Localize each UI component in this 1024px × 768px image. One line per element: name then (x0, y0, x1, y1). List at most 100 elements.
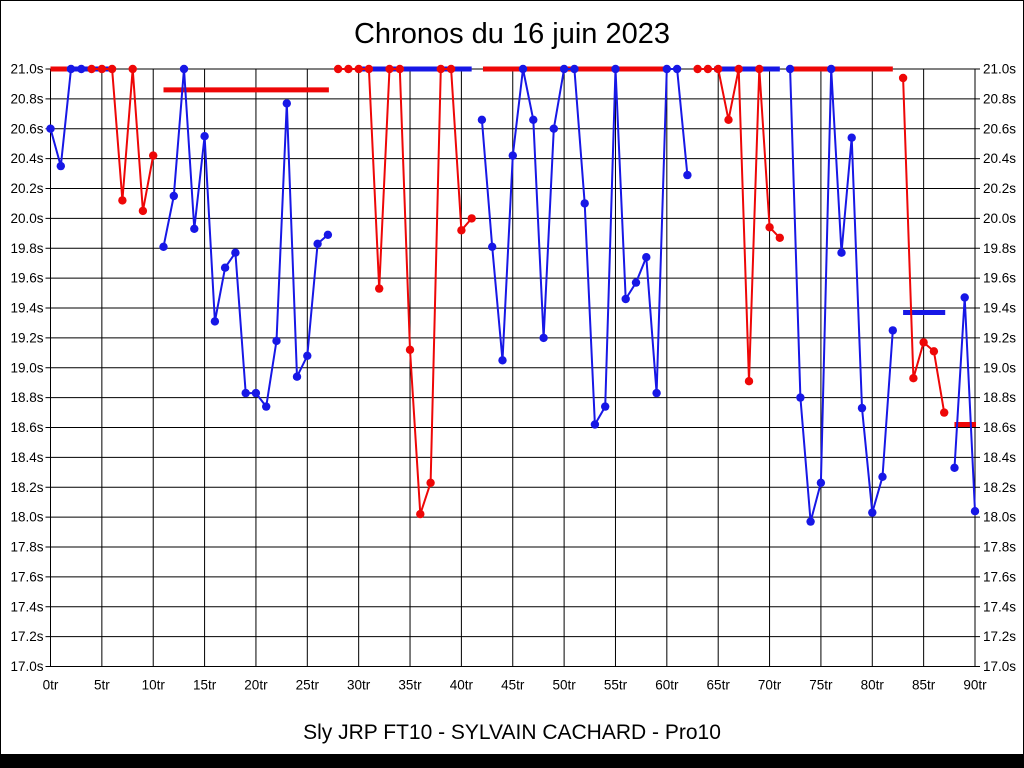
blue-driver-point (642, 253, 651, 262)
blue-driver-point (292, 372, 302, 381)
red-driver-point (940, 408, 949, 417)
blue-driver-point (179, 64, 189, 74)
y-axis-label-left: 17.8s (10, 540, 43, 555)
blue-driver-point (77, 64, 86, 74)
red-driver-point (436, 64, 445, 74)
x-axis-label: 60tr (655, 678, 679, 693)
blue-driver-point (683, 170, 692, 180)
blue-driver-point (498, 356, 507, 365)
blue-driver-point (611, 64, 620, 74)
red-driver-point (405, 345, 415, 354)
y-axis-label-right: 19.2s (983, 330, 1016, 345)
y-axis-label-right: 20.4s (983, 151, 1016, 166)
x-axis-label: 0tr (43, 678, 59, 693)
blue-driver-point (272, 336, 281, 346)
x-axis-label: 70tr (758, 678, 782, 693)
blue-driver-point (313, 239, 322, 248)
x-axis-label: 80tr (861, 678, 885, 693)
blue-driver-point (46, 124, 55, 133)
blue-driver-point (816, 478, 826, 487)
red-driver-point (118, 196, 127, 205)
blue-driver-point (888, 326, 897, 335)
y-axis-label-left: 18.6s (10, 420, 43, 435)
red-driver-point (898, 73, 908, 83)
y-axis-label-left: 20.2s (10, 181, 43, 196)
red-driver-point (364, 64, 374, 74)
y-axis-label-right: 18.8s (983, 390, 1016, 405)
blue-driver-point (857, 403, 867, 413)
y-axis-label-right: 20.6s (983, 121, 1016, 136)
red-driver-point (416, 509, 425, 519)
blue-driver-point (868, 508, 877, 517)
blue-driver-point (477, 115, 487, 125)
blue-driver-point (970, 507, 980, 516)
red-driver-point (919, 338, 928, 347)
y-axis-label-right: 18.2s (983, 480, 1016, 495)
y-axis-label-right: 17.6s (983, 569, 1016, 584)
y-axis-label-left: 21.0s (10, 62, 43, 77)
blue-driver-point (621, 294, 630, 304)
blue-driver-point (231, 248, 240, 257)
y-axis-label-right: 19.4s (983, 301, 1016, 316)
blue-driver-point (631, 278, 641, 287)
y-axis-label-left: 18.4s (10, 450, 43, 465)
red-driver-point (138, 206, 148, 216)
red-driver-point (97, 64, 107, 74)
y-axis-label-left: 20.6s (10, 121, 43, 136)
blue-driver-line (49, 68, 82, 168)
blue-driver-point (796, 393, 805, 402)
blue-driver-point (539, 333, 548, 343)
red-driver-point (354, 64, 363, 74)
y-axis-label-left: 17.4s (10, 599, 43, 614)
y-axis-label-left: 19.6s (10, 271, 43, 286)
blue-driver-point (251, 388, 261, 398)
y-axis-label-left: 18.8s (10, 390, 43, 405)
y-axis-label-right: 21.0s (983, 62, 1016, 77)
y-axis-label-left: 19.8s (10, 241, 43, 256)
red-driver-point (724, 115, 733, 125)
blue-driver-point (529, 115, 538, 125)
bottom-bar (0, 754, 1024, 768)
blue-driver-point (241, 388, 250, 398)
red-driver-point (693, 64, 702, 74)
y-axis-label-right: 20.2s (983, 181, 1016, 196)
blue-driver-point (282, 99, 291, 108)
red-driver-point (775, 233, 784, 242)
red-driver-point (87, 64, 96, 74)
y-axis-label-left: 19.2s (10, 330, 43, 345)
x-axis-label: 45tr (501, 678, 525, 693)
red-driver-point (765, 223, 774, 232)
y-axis-label-right: 18.4s (983, 450, 1016, 465)
y-axis-label-right: 19.0s (983, 360, 1016, 375)
y-axis-label-left: 20.8s (10, 91, 43, 106)
blue-driver-point (827, 64, 836, 74)
chart-subtitle: Sly JRP FT10 - SYLVAIN CACHARD - Pro10 (303, 721, 721, 744)
blue-driver-point (303, 351, 312, 360)
y-axis-label-right: 18.0s (983, 510, 1016, 525)
blue-driver-line (789, 68, 894, 523)
red-driver-point (457, 226, 466, 235)
red-driver-point (149, 151, 158, 160)
blue-driver-point (662, 64, 671, 74)
blue-driver-point (590, 420, 600, 429)
y-axis-label-right: 19.6s (983, 271, 1016, 286)
blue-driver-point (190, 224, 199, 233)
blue-driver-line (953, 296, 976, 512)
red-driver-point (714, 64, 723, 74)
red-driver-point (744, 377, 754, 386)
blue-driver-point (66, 64, 76, 74)
x-axis-label: 50tr (552, 678, 576, 693)
red-driver-point (333, 64, 343, 74)
blue-driver-point (262, 402, 271, 411)
x-axis-label: 35tr (398, 678, 422, 693)
y-axis-label-left: 18.2s (10, 480, 43, 495)
y-axis-label-right: 18.6s (983, 420, 1016, 435)
x-axis-label: 10tr (142, 678, 166, 693)
blue-driver-point (601, 402, 610, 411)
x-axis-label: 40tr (450, 678, 474, 693)
blue-driver-point (785, 64, 795, 74)
blue-driver-point (56, 161, 65, 171)
blue-driver-point (878, 472, 887, 481)
x-axis-label: 30tr (347, 678, 371, 693)
x-axis-label: 90tr (963, 678, 987, 693)
